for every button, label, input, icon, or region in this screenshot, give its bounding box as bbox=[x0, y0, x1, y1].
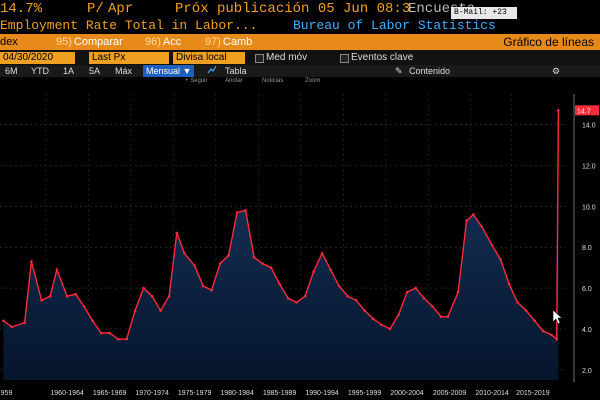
range-6m-button[interactable]: 6M bbox=[5, 66, 18, 76]
currency-field[interactable]: Divisa local bbox=[173, 52, 245, 64]
x-tick-label: 2010-2014 bbox=[475, 390, 509, 397]
date-field[interactable]: 04/30/2020 bbox=[0, 52, 75, 64]
change-button[interactable]: 97) Camb bbox=[205, 35, 252, 49]
series-title: Employment Rate Total in Labor... bbox=[0, 18, 258, 33]
mouse-cursor-icon bbox=[552, 309, 563, 325]
x-tick-label: 1970-1974 bbox=[135, 390, 169, 397]
x-tick-label: 2005-2009 bbox=[433, 390, 467, 397]
period-label: P/ bbox=[87, 1, 104, 17]
y-tick-label: 14.0 bbox=[582, 123, 596, 130]
x-tick-label: 1985-1989 bbox=[263, 390, 297, 397]
key-events-label: Eventos clave bbox=[351, 52, 414, 63]
series-area bbox=[3, 110, 559, 381]
source-label: Bureau of Labor Statistics bbox=[293, 18, 496, 33]
range-row: 6M YTD 1A 5A Máx Mensual ▼ Tabla ✎ Conte… bbox=[0, 65, 600, 77]
x-tick-label: 2000-2004 bbox=[390, 390, 424, 397]
last-value-box bbox=[575, 105, 599, 116]
x-tick-label: 1990-1994 bbox=[305, 390, 339, 397]
y-tick-label: 6.0 bbox=[582, 286, 592, 293]
y-tick-label: 2.0 bbox=[582, 368, 592, 375]
x-tick-label: 1980-1984 bbox=[220, 390, 254, 397]
x-tick-label: -1959 bbox=[0, 390, 12, 397]
x-tick-label: 1975-1979 bbox=[178, 390, 212, 397]
follow-tool[interactable]: + Seguir bbox=[185, 78, 208, 84]
x-tick-label: 1995-1999 bbox=[348, 390, 382, 397]
y-tick-label: 8.0 bbox=[582, 245, 592, 252]
compare-num: 95) bbox=[56, 36, 72, 48]
frequency-dropdown[interactable]: Mensual ▼ bbox=[143, 65, 195, 77]
email-badge[interactable]: B-Mail: +23 bbox=[451, 7, 517, 19]
series-line bbox=[2, 110, 560, 341]
function-bar: dex 95) Comparar 96) Acc 97) Camb Gráfico d… bbox=[0, 34, 600, 50]
news-tool[interactable]: Noticias bbox=[262, 78, 284, 84]
change-num: 97) bbox=[205, 36, 221, 48]
gear-icon[interactable]: ⚙ bbox=[552, 66, 561, 76]
y-tick-label: 4.0 bbox=[582, 327, 592, 334]
next-release: Próx publicación 05 Jun 08:3 bbox=[175, 1, 411, 17]
compare-button[interactable]: 95) Comparar bbox=[56, 35, 123, 49]
y-tick-label: 10.0 bbox=[582, 204, 596, 211]
table-button[interactable]: Tabla bbox=[225, 66, 247, 76]
actions-button[interactable]: 96) Acc bbox=[145, 35, 181, 49]
x-tick-label: 1960-1964 bbox=[50, 390, 84, 397]
line-chart-icon[interactable] bbox=[207, 65, 217, 77]
security-header: 14.7% P/ Apr Próx publicación 05 Jun 08:… bbox=[0, 0, 600, 19]
last-value-tag: 14.7 bbox=[575, 105, 599, 116]
range-ytd-button[interactable]: YTD bbox=[31, 66, 49, 76]
period-value: Apr bbox=[108, 1, 134, 17]
actions-num: 96) bbox=[145, 36, 161, 48]
contents-button[interactable]: Contenido bbox=[409, 66, 451, 76]
annotate-tool[interactable]: Anotar bbox=[225, 78, 243, 84]
moving-avg-label: Med móv bbox=[266, 52, 308, 63]
x-tick-label: 1965-1969 bbox=[93, 390, 127, 397]
line-chart[interactable]: 2.0 4.0 6.0 8.0 10.0 12.0 14.0 -1959 1960-1964 1… bbox=[0, 86, 600, 400]
range-1a-button[interactable]: 1A bbox=[63, 66, 75, 76]
x-tick-label: 2015-2019 bbox=[516, 390, 550, 397]
last-value: 14.7% bbox=[0, 1, 43, 17]
price-field[interactable]: Last Px bbox=[89, 52, 169, 64]
actions-label: Acc bbox=[162, 36, 182, 48]
last-value-label: 14.7 bbox=[577, 108, 591, 115]
y-tick-label: 12.0 bbox=[582, 164, 596, 171]
y-axis-ticks: 2.0 4.0 6.0 8.0 10.0 12.0 14.0 bbox=[582, 123, 596, 375]
index-label[interactable]: dex bbox=[0, 36, 18, 48]
x-axis-ticks: -1959 1960-1964 1965-1969 1970-1974 1975-197… bbox=[0, 390, 550, 397]
zoom-tool[interactable]: Zoom bbox=[305, 78, 321, 84]
moving-avg-checkbox[interactable] bbox=[255, 54, 264, 63]
field-row: 04/30/2020 Last Px Divisa local Med móv … bbox=[0, 50, 600, 65]
compare-label: Comparar bbox=[73, 36, 123, 48]
pen-icon[interactable]: ✎ bbox=[395, 66, 403, 76]
key-events-checkbox[interactable] bbox=[340, 54, 349, 63]
range-5a-button[interactable]: 5A bbox=[89, 66, 101, 76]
range-max-button[interactable]: Máx bbox=[115, 66, 133, 76]
chart-type-label[interactable]: Gráfico de líneas bbox=[503, 35, 594, 49]
change-label: Camb bbox=[222, 36, 253, 48]
title-row: Employment Rate Total in Labor... Bureau… bbox=[0, 17, 600, 34]
tools-row: + Seguir Anotar Noticias Zoom bbox=[0, 77, 600, 86]
